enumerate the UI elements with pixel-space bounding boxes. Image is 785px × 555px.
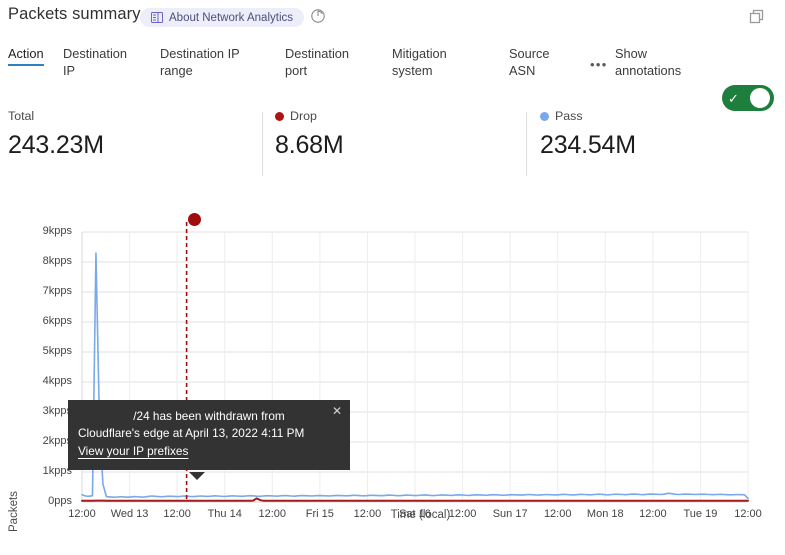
clock-icon[interactable]	[310, 8, 326, 24]
x-tick-label: 12:00	[68, 508, 96, 520]
y-tick-label: 4kpps	[42, 375, 72, 387]
stat-total: Total 243.23M	[8, 108, 104, 160]
stat-drop-label-text: Drop	[290, 109, 317, 123]
x-tick-label: 12:00	[639, 508, 667, 520]
page-title: Packets summary	[8, 5, 141, 23]
x-tick-label: 12:00	[543, 508, 572, 520]
tab-action[interactable]: Action	[8, 45, 44, 66]
copy-duplicate-icon[interactable]	[748, 8, 766, 26]
show-annotations-label: Show annotations	[615, 46, 682, 78]
about-badge-label: About Network Analytics	[169, 11, 294, 24]
packets-timeseries-chart: Packets 9kpps 8kpps 7kpps 6kpps 5kpps 4kpps 3k…	[0, 200, 785, 555]
pass-legend-dot	[540, 111, 549, 121]
y-tick-label: 2kpps	[42, 435, 72, 447]
y-tick-label: 1kpps	[42, 465, 72, 477]
x-tick-label: 12:00	[448, 508, 477, 520]
book-icon	[151, 12, 163, 23]
x-tick-label: Thu 14	[207, 508, 242, 520]
x-tick-label: Mon 18	[586, 508, 624, 520]
y-tick-label: 3kpps	[42, 405, 72, 417]
tabs-overflow-menu[interactable]: •••	[590, 57, 608, 72]
x-tick-label: Wed 13	[110, 508, 149, 520]
stat-drop-label: Drop	[275, 108, 343, 124]
check-icon: ✓	[728, 90, 739, 106]
stat-total-label-text: Total	[8, 109, 35, 123]
x-tick-label: Sun 17	[492, 508, 528, 520]
tab-destination-port[interactable]: Destination port	[285, 46, 350, 78]
annotation-link[interactable]: View your IP prefixes	[78, 444, 189, 458]
y-tick-label: 5kpps	[42, 345, 72, 357]
annotation-tail	[189, 472, 205, 480]
y-tick-label: 8kpps	[42, 255, 72, 267]
x-tick-label: Sat 16	[399, 508, 431, 520]
x-tick-label: Fri 15	[305, 508, 334, 520]
about-network-analytics-badge[interactable]: About Network Analytics	[140, 8, 305, 27]
dimension-tabs: Action Destination IP Destination IP ran…	[0, 40, 785, 111]
stat-divider-1	[262, 112, 263, 176]
show-annotations-toggle[interactable]: ✓	[722, 85, 774, 111]
x-axis-label-text: Time (local)	[390, 509, 451, 521]
stat-pass: Pass 234.54M	[540, 108, 636, 160]
toggle-knob	[750, 88, 770, 108]
tab-destination-ip[interactable]: Destination IP	[63, 46, 128, 78]
annotation-line-1: /24 has been withdrawn from	[133, 409, 285, 423]
tab-mitigation-system[interactable]: Mitigation system	[392, 46, 447, 78]
panel-header: Packets summary About Network Analytics	[0, 0, 785, 38]
stat-pass-label: Pass	[540, 108, 636, 124]
stat-pass-value: 234.54M	[540, 131, 636, 159]
x-tick-label: Tue 19	[683, 508, 718, 520]
annotation-marker[interactable]	[188, 213, 201, 226]
stat-total-value: 243.23M	[8, 131, 104, 159]
y-tick-label: 0pps	[48, 495, 72, 507]
summary-stats: Total 243.23M Drop 8.68M Pass 234.54M	[0, 108, 785, 180]
y-tick-label: 9kpps	[42, 225, 72, 237]
stat-drop: Drop 8.68M	[275, 108, 344, 160]
x-tick-label: 12:00	[353, 508, 382, 520]
tab-source-asn[interactable]: Source ASN	[509, 46, 550, 78]
stat-total-label: Total	[8, 108, 104, 124]
stat-drop-value: 8.68M	[275, 131, 344, 159]
x-tick-label: 12:00	[163, 508, 191, 520]
x-axis-label: Time (local)	[0, 509, 785, 521]
x-tick-label: 12:00	[258, 508, 287, 520]
drop-legend-dot	[275, 111, 284, 121]
close-icon[interactable]: ✕	[331, 404, 343, 418]
y-tick-label: 6kpps	[42, 315, 72, 327]
stat-pass-label-text: Pass	[555, 109, 583, 123]
tab-destination-ip-range[interactable]: Destination IP range	[160, 46, 240, 78]
y-tick-label: 7kpps	[42, 285, 72, 297]
x-tick-label: 12:00	[734, 508, 762, 520]
annotation-line-2: Cloudflare's edge at April 13, 2022 4:11…	[78, 426, 305, 440]
annotation-tooltip[interactable]: ✕ /24 has been withdrawn from Cloudflare…	[68, 400, 350, 470]
stat-divider-2	[526, 112, 527, 176]
